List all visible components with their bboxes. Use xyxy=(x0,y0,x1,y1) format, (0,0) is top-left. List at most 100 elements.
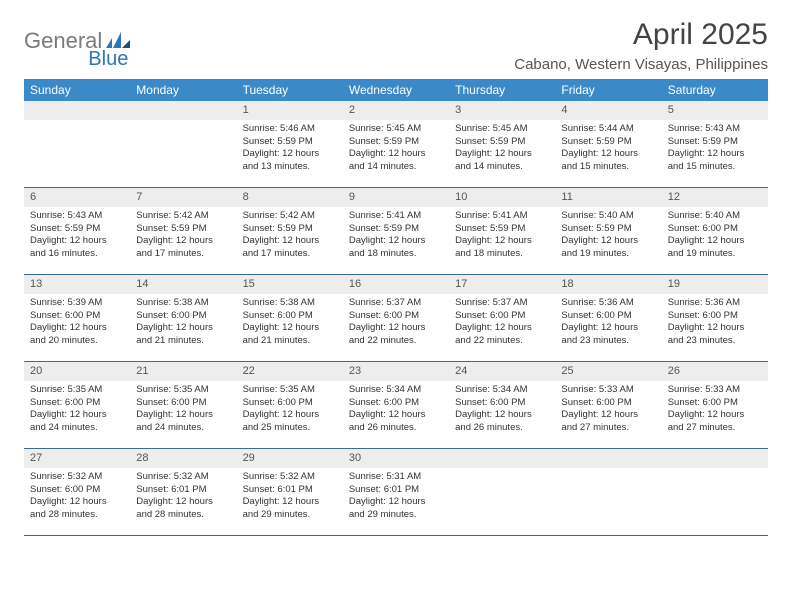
weekday-friday: Friday xyxy=(555,79,661,101)
daylight-text-2: and 29 minutes. xyxy=(349,509,443,522)
sunrise-text: Sunrise: 5:43 AM xyxy=(30,210,124,223)
day-number: 5 xyxy=(662,101,768,120)
sunset-text: Sunset: 6:00 PM xyxy=(349,397,443,410)
day-number: 8 xyxy=(237,188,343,207)
week-row: 6Sunrise: 5:43 AMSunset: 5:59 PMDaylight… xyxy=(24,188,768,275)
day-number: 14 xyxy=(130,275,236,294)
daylight-text-2: and 28 minutes. xyxy=(136,509,230,522)
daylight-text-2: and 18 minutes. xyxy=(455,248,549,261)
daylight-text-1: Daylight: 12 hours xyxy=(668,235,762,248)
day-number xyxy=(662,449,768,468)
day-cell: 24Sunrise: 5:34 AMSunset: 6:00 PMDayligh… xyxy=(449,362,555,448)
daylight-text-1: Daylight: 12 hours xyxy=(136,235,230,248)
sunset-text: Sunset: 6:00 PM xyxy=(30,397,124,410)
day-number: 15 xyxy=(237,275,343,294)
daylight-text-1: Daylight: 12 hours xyxy=(668,409,762,422)
day-number: 20 xyxy=(24,362,130,381)
day-details: Sunrise: 5:37 AMSunset: 6:00 PMDaylight:… xyxy=(449,294,555,354)
day-cell xyxy=(555,449,661,535)
day-details: Sunrise: 5:38 AMSunset: 6:00 PMDaylight:… xyxy=(237,294,343,354)
sunrise-text: Sunrise: 5:43 AM xyxy=(668,123,762,136)
sunset-text: Sunset: 5:59 PM xyxy=(30,223,124,236)
day-details xyxy=(662,468,768,528)
day-cell xyxy=(24,101,130,187)
day-number: 18 xyxy=(555,275,661,294)
sunrise-text: Sunrise: 5:41 AM xyxy=(349,210,443,223)
day-cell: 11Sunrise: 5:40 AMSunset: 5:59 PMDayligh… xyxy=(555,188,661,274)
daylight-text-1: Daylight: 12 hours xyxy=(30,235,124,248)
daylight-text-1: Daylight: 12 hours xyxy=(243,148,337,161)
day-cell: 4Sunrise: 5:44 AMSunset: 5:59 PMDaylight… xyxy=(555,101,661,187)
sunrise-text: Sunrise: 5:35 AM xyxy=(136,384,230,397)
sunset-text: Sunset: 6:00 PM xyxy=(243,310,337,323)
day-cell: 16Sunrise: 5:37 AMSunset: 6:00 PMDayligh… xyxy=(343,275,449,361)
daylight-text-2: and 25 minutes. xyxy=(243,422,337,435)
sunset-text: Sunset: 6:00 PM xyxy=(243,397,337,410)
daylight-text-2: and 13 minutes. xyxy=(243,161,337,174)
day-number: 9 xyxy=(343,188,449,207)
day-cell: 2Sunrise: 5:45 AMSunset: 5:59 PMDaylight… xyxy=(343,101,449,187)
weekday-header: Sunday Monday Tuesday Wednesday Thursday… xyxy=(24,79,768,101)
day-details: Sunrise: 5:38 AMSunset: 6:00 PMDaylight:… xyxy=(130,294,236,354)
day-details xyxy=(24,120,130,180)
daylight-text-2: and 18 minutes. xyxy=(349,248,443,261)
week-row: 20Sunrise: 5:35 AMSunset: 6:00 PMDayligh… xyxy=(24,362,768,449)
day-number: 29 xyxy=(237,449,343,468)
day-cell xyxy=(662,449,768,535)
day-details: Sunrise: 5:35 AMSunset: 6:00 PMDaylight:… xyxy=(24,381,130,441)
day-cell: 29Sunrise: 5:32 AMSunset: 6:01 PMDayligh… xyxy=(237,449,343,535)
day-cell: 5Sunrise: 5:43 AMSunset: 5:59 PMDaylight… xyxy=(662,101,768,187)
day-number: 24 xyxy=(449,362,555,381)
sunset-text: Sunset: 5:59 PM xyxy=(349,136,443,149)
day-number: 11 xyxy=(555,188,661,207)
day-cell: 3Sunrise: 5:45 AMSunset: 5:59 PMDaylight… xyxy=(449,101,555,187)
daylight-text-1: Daylight: 12 hours xyxy=(349,496,443,509)
sunrise-text: Sunrise: 5:42 AM xyxy=(243,210,337,223)
day-cell: 26Sunrise: 5:33 AMSunset: 6:00 PMDayligh… xyxy=(662,362,768,448)
day-number: 6 xyxy=(24,188,130,207)
day-details: Sunrise: 5:45 AMSunset: 5:59 PMDaylight:… xyxy=(449,120,555,180)
day-cell: 21Sunrise: 5:35 AMSunset: 6:00 PMDayligh… xyxy=(130,362,236,448)
daylight-text-2: and 28 minutes. xyxy=(30,509,124,522)
sunset-text: Sunset: 6:00 PM xyxy=(668,223,762,236)
daylight-text-1: Daylight: 12 hours xyxy=(455,322,549,335)
day-number: 2 xyxy=(343,101,449,120)
sunset-text: Sunset: 6:00 PM xyxy=(349,310,443,323)
sunrise-text: Sunrise: 5:46 AM xyxy=(243,123,337,136)
sunset-text: Sunset: 6:00 PM xyxy=(136,397,230,410)
day-details: Sunrise: 5:31 AMSunset: 6:01 PMDaylight:… xyxy=(343,468,449,528)
day-number: 3 xyxy=(449,101,555,120)
day-details: Sunrise: 5:40 AMSunset: 5:59 PMDaylight:… xyxy=(555,207,661,267)
daylight-text-2: and 15 minutes. xyxy=(561,161,655,174)
day-cell: 14Sunrise: 5:38 AMSunset: 6:00 PMDayligh… xyxy=(130,275,236,361)
weekday-tuesday: Tuesday xyxy=(237,79,343,101)
daylight-text-1: Daylight: 12 hours xyxy=(243,322,337,335)
day-number xyxy=(24,101,130,120)
weekday-wednesday: Wednesday xyxy=(343,79,449,101)
day-cell: 23Sunrise: 5:34 AMSunset: 6:00 PMDayligh… xyxy=(343,362,449,448)
daylight-text-1: Daylight: 12 hours xyxy=(243,409,337,422)
day-cell: 10Sunrise: 5:41 AMSunset: 5:59 PMDayligh… xyxy=(449,188,555,274)
sunrise-text: Sunrise: 5:32 AM xyxy=(243,471,337,484)
sunrise-text: Sunrise: 5:32 AM xyxy=(30,471,124,484)
day-details: Sunrise: 5:42 AMSunset: 5:59 PMDaylight:… xyxy=(237,207,343,267)
day-details: Sunrise: 5:45 AMSunset: 5:59 PMDaylight:… xyxy=(343,120,449,180)
week-row: 13Sunrise: 5:39 AMSunset: 6:00 PMDayligh… xyxy=(24,275,768,362)
daylight-text-1: Daylight: 12 hours xyxy=(455,235,549,248)
day-details: Sunrise: 5:37 AMSunset: 6:00 PMDaylight:… xyxy=(343,294,449,354)
daylight-text-2: and 26 minutes. xyxy=(455,422,549,435)
day-number: 22 xyxy=(237,362,343,381)
daylight-text-2: and 16 minutes. xyxy=(30,248,124,261)
daylight-text-1: Daylight: 12 hours xyxy=(561,409,655,422)
daylight-text-2: and 23 minutes. xyxy=(561,335,655,348)
daylight-text-2: and 15 minutes. xyxy=(668,161,762,174)
day-cell xyxy=(130,101,236,187)
day-number: 12 xyxy=(662,188,768,207)
sunset-text: Sunset: 5:59 PM xyxy=(136,223,230,236)
day-details: Sunrise: 5:42 AMSunset: 5:59 PMDaylight:… xyxy=(130,207,236,267)
sunset-text: Sunset: 6:00 PM xyxy=(136,310,230,323)
day-number: 21 xyxy=(130,362,236,381)
daylight-text-2: and 22 minutes. xyxy=(455,335,549,348)
sunset-text: Sunset: 6:01 PM xyxy=(243,484,337,497)
sunrise-text: Sunrise: 5:34 AM xyxy=(455,384,549,397)
